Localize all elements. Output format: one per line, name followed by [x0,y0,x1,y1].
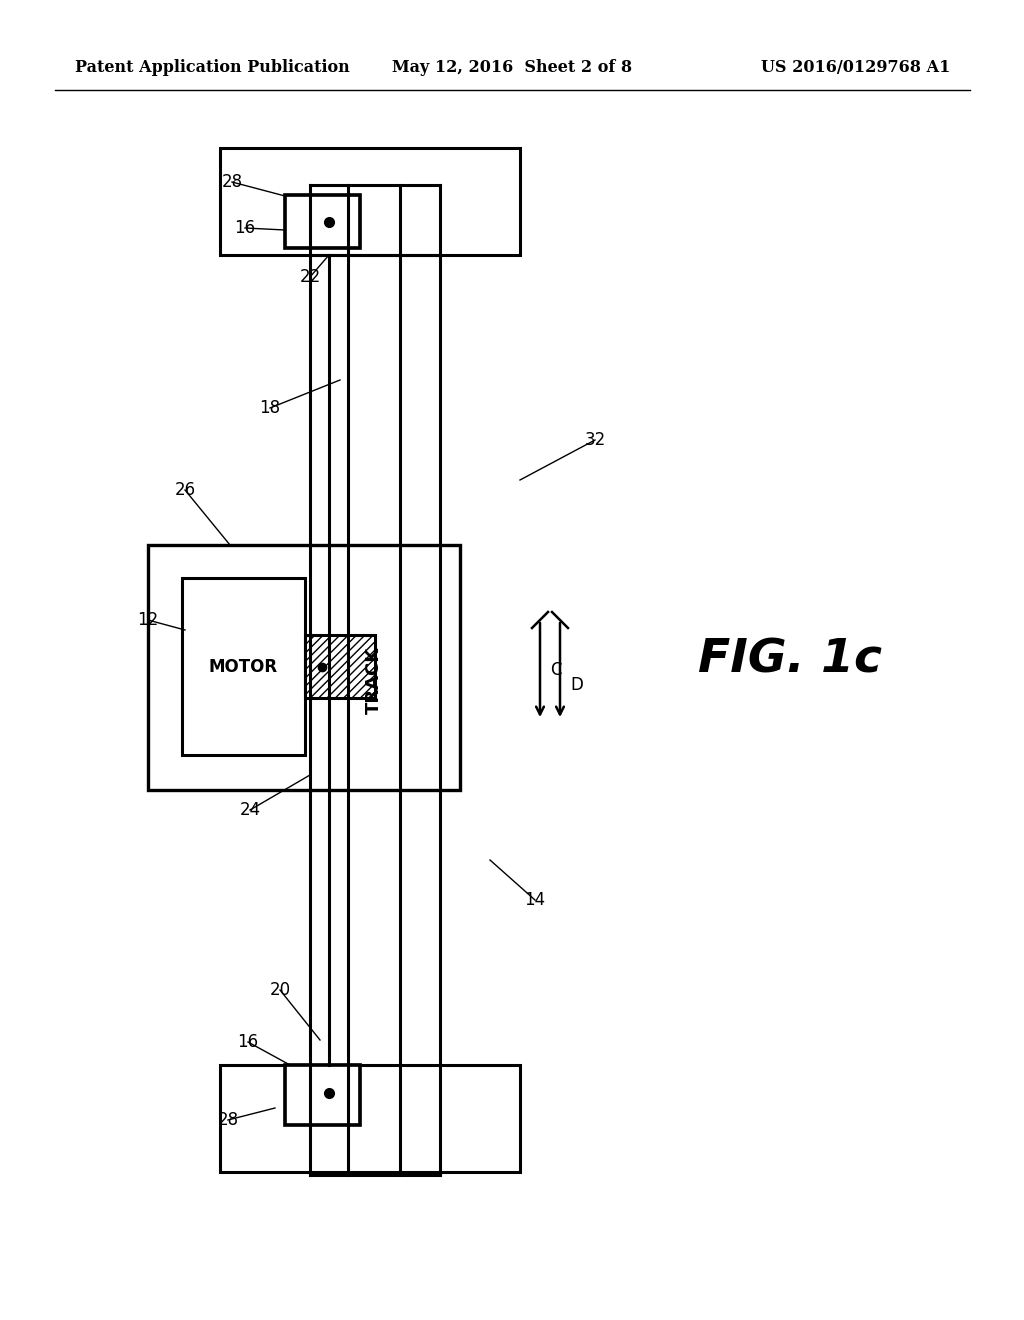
Bar [220,1065,520,1172]
Text: 20: 20 [269,981,291,999]
Text: 26: 26 [174,480,196,499]
Text: 18: 18 [259,399,281,417]
Bar [285,1065,360,1125]
Text: MOTOR: MOTOR [209,657,279,676]
Text: Patent Application Publication: Patent Application Publication [75,59,350,77]
Text: 22: 22 [299,268,321,286]
Text: 16: 16 [238,1034,259,1051]
Bar [148,545,460,789]
Bar [305,635,375,698]
Text: 28: 28 [217,1111,239,1129]
Text: C: C [550,661,561,678]
Text: 16: 16 [234,219,256,238]
Text: D: D [570,676,583,694]
Bar [182,578,305,755]
Text: TRACK: TRACK [365,647,383,714]
Bar [220,148,520,255]
Bar [285,195,360,248]
Text: FIG. 1c: FIG. 1c [698,638,882,682]
Text: 32: 32 [585,432,605,449]
Text: 24: 24 [240,801,260,818]
Text: 28: 28 [221,173,243,191]
Text: 14: 14 [524,891,546,909]
Text: 12: 12 [137,611,159,630]
Text: May 12, 2016  Sheet 2 of 8: May 12, 2016 Sheet 2 of 8 [392,59,632,77]
Text: US 2016/0129768 A1: US 2016/0129768 A1 [761,59,950,77]
